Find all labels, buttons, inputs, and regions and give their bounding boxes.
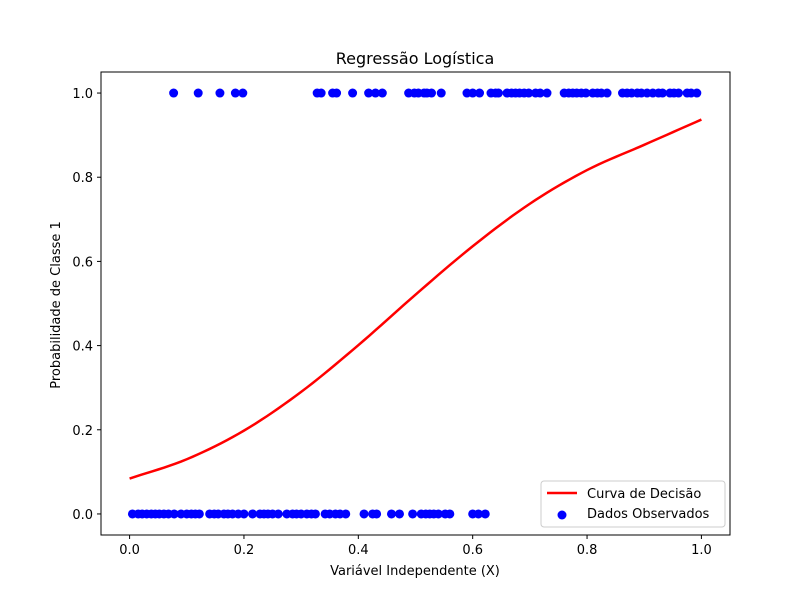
x-tick-label: 0.0 — [119, 543, 140, 558]
data-point-class-0 — [480, 509, 490, 519]
x-tick-label: 1.0 — [691, 543, 712, 558]
data-point-class-0 — [359, 509, 369, 519]
legend-box — [540, 480, 726, 528]
data-point-class-0 — [273, 509, 283, 519]
y-tick-label: 0.6 — [72, 255, 93, 270]
x-axis-label: Variável Independente (X) — [330, 564, 500, 579]
legend: Curva de Decisão Dados Observados — [540, 480, 726, 528]
chart-title: Regressão Logística — [336, 49, 495, 68]
data-point-class-1 — [674, 88, 684, 98]
data-point-class-1 — [348, 88, 358, 98]
decision-curve-line — [129, 118, 702, 480]
x-tick-label: 0.2 — [234, 543, 255, 558]
data-point-class-1 — [238, 88, 248, 98]
data-point-class-1 — [230, 88, 240, 98]
legend-label-decision-curve: Curva de Decisão — [587, 487, 701, 502]
data-point-class-1 — [436, 88, 446, 98]
data-point-class-0 — [372, 509, 382, 519]
x-axis: 0.0 0.2 0.4 0.6 0.8 1.0 — [119, 535, 712, 558]
data-point-class-0 — [408, 509, 418, 519]
data-point-class-1 — [332, 88, 342, 98]
data-point-class-1 — [370, 88, 380, 98]
data-point-class-0 — [194, 509, 204, 519]
data-point-class-0 — [394, 509, 404, 519]
data-point-class-1 — [215, 88, 225, 98]
data-point-class-1 — [316, 88, 326, 98]
y-tick-label: 0.4 — [72, 340, 93, 355]
y-tick-label: 0.2 — [72, 424, 93, 439]
data-point-class-0 — [310, 509, 320, 519]
data-point-class-0 — [341, 509, 351, 519]
data-point-class-0 — [433, 509, 443, 519]
data-point-class-1 — [427, 88, 437, 98]
data-point-class-1 — [542, 88, 552, 98]
y-tick-label: 1.0 — [72, 87, 93, 102]
data-point-class-1 — [524, 88, 534, 98]
x-tick-label: 0.4 — [348, 543, 369, 558]
data-point-class-1 — [193, 88, 203, 98]
y-tick-label: 0.0 — [72, 508, 93, 523]
data-point-class-1 — [658, 88, 668, 98]
data-point-class-0 — [445, 509, 455, 519]
data-point-class-1 — [377, 88, 387, 98]
data-point-class-1 — [581, 88, 591, 98]
data-point-class-0 — [239, 509, 249, 519]
y-axis: 0.0 0.2 0.4 0.6 0.8 1.0 — [72, 87, 101, 523]
data-point-class-1 — [468, 88, 478, 98]
data-point-class-0 — [473, 509, 483, 519]
data-point-class-1 — [692, 88, 702, 98]
plot-area — [127, 88, 702, 519]
x-tick-label: 0.8 — [577, 543, 598, 558]
data-point-class-1 — [535, 88, 545, 98]
data-point-class-1 — [493, 88, 503, 98]
legend-marker-swatch — [557, 510, 567, 520]
y-tick-label: 0.8 — [72, 171, 93, 186]
data-point-class-1 — [364, 88, 374, 98]
data-point-class-1 — [475, 88, 485, 98]
legend-label-observed-data: Dados Observados — [587, 507, 710, 522]
y-axis-label: Probabilidade de Classe 1 — [49, 221, 64, 389]
axes-frame — [100, 71, 731, 536]
data-point-class-0 — [169, 509, 179, 519]
data-point-class-1 — [169, 88, 179, 98]
data-point-class-0 — [248, 509, 258, 519]
x-tick-label: 0.6 — [462, 543, 483, 558]
data-point-class-0 — [386, 509, 396, 519]
data-point-class-1 — [602, 88, 612, 98]
